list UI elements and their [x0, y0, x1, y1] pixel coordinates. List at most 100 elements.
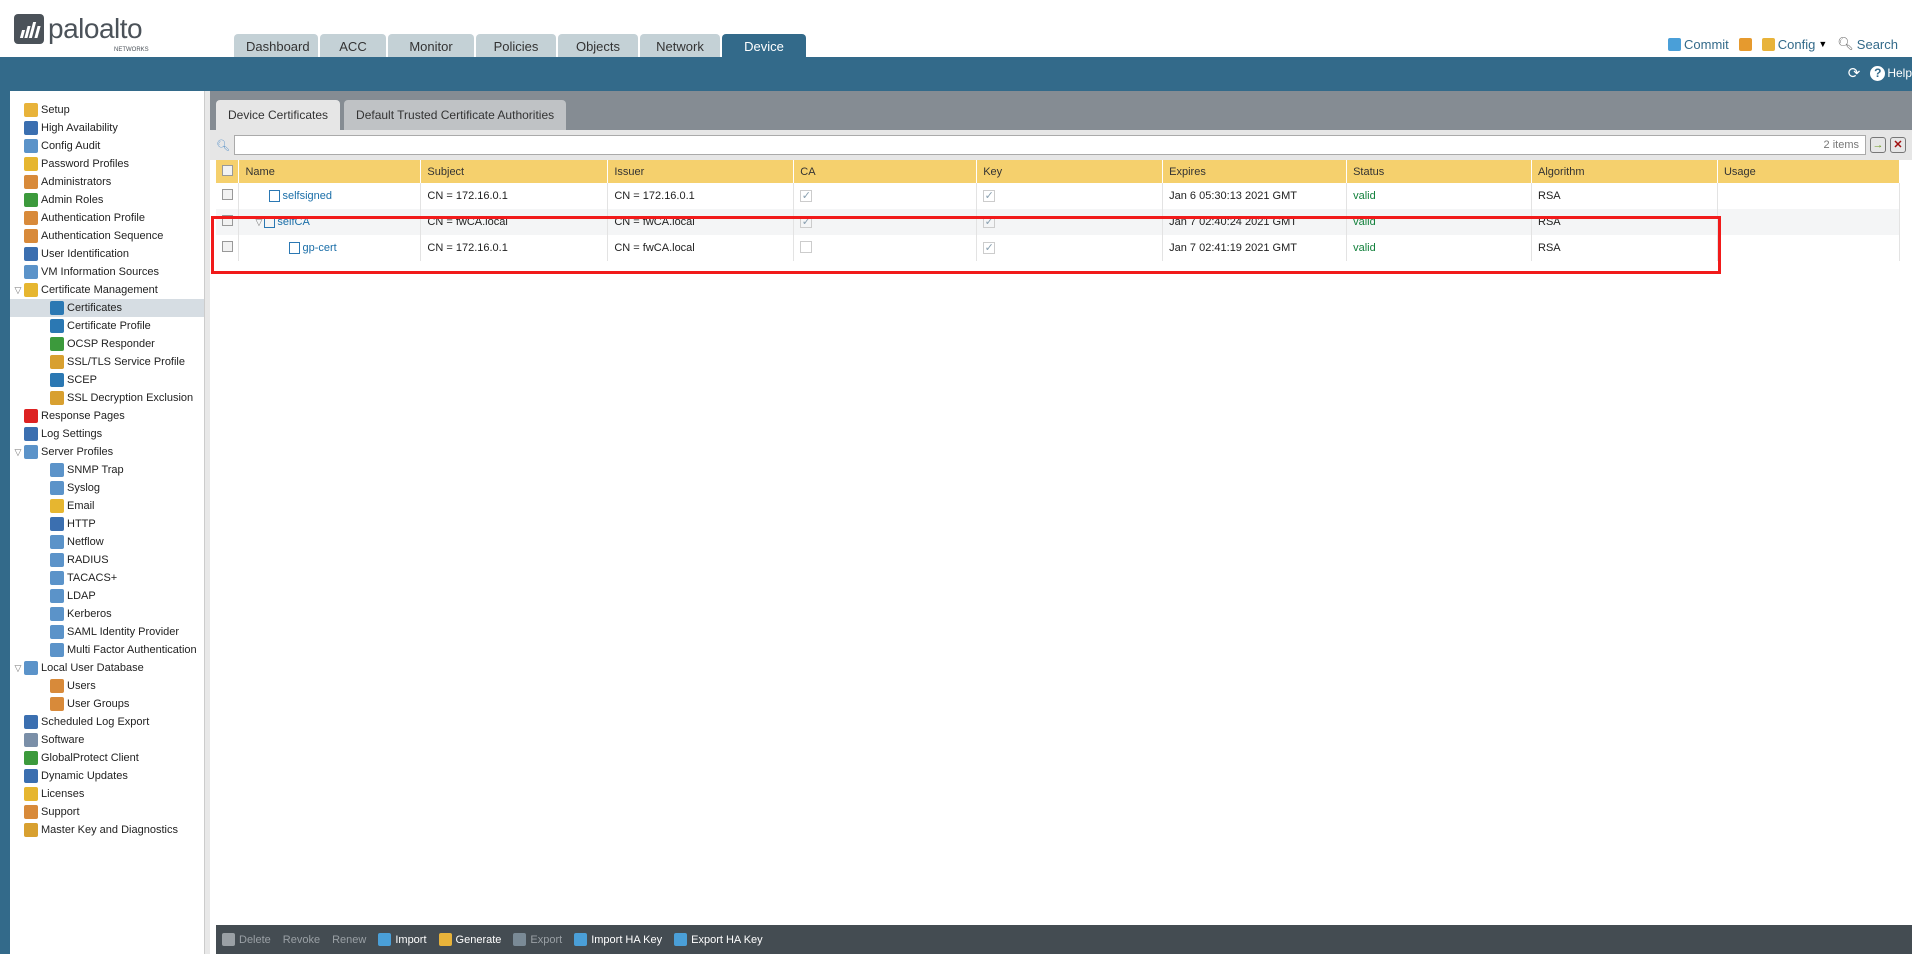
export-ha-key-button[interactable]: Export HA Key — [674, 933, 763, 946]
sidebar-item-ssl-tls-service-profile[interactable]: SSL/TLS Service Profile — [10, 353, 204, 371]
table-row[interactable]: selfsigned CN = 172.16.0.1 CN = 172.16.0.1… — [216, 183, 1901, 209]
import-ha-key-button[interactable]: Import HA Key — [574, 933, 662, 946]
sidebar-item-authentication-profile[interactable]: Authentication Profile — [10, 209, 204, 227]
select-all-checkbox[interactable] — [222, 164, 233, 176]
tab-objects[interactable]: Objects — [558, 34, 638, 57]
tab-device[interactable]: Device — [722, 34, 806, 57]
sidebar-item-admin-roles[interactable]: Admin Roles — [10, 191, 204, 209]
algorithm-cell: RSA — [1531, 209, 1718, 235]
sidebar-item-local-user-database[interactable]: ▽ Local User Database — [10, 659, 204, 677]
sidebar-item-label: Setup — [41, 104, 70, 116]
certificate-name-link[interactable]: selfCA — [277, 215, 310, 228]
sidebar-item-log-settings[interactable]: Log Settings — [10, 425, 204, 443]
help-button[interactable]: ? Help — [1870, 65, 1912, 81]
column-header-expires[interactable]: Expires — [1162, 160, 1348, 183]
filter-input[interactable]: 2 items — [233, 135, 1866, 155]
expand-triangle-icon[interactable]: ▽ — [14, 662, 22, 673]
sidebar-item-licenses[interactable]: Licenses — [10, 785, 204, 803]
sidebar-item-certificate-profile[interactable]: Certificate Profile — [10, 317, 204, 335]
sidebar-item-globalprotect-client[interactable]: GlobalProtect Client — [10, 749, 204, 767]
sidebar-item-ocsp-responder[interactable]: OCSP Responder — [10, 335, 204, 353]
lock-button[interactable] — [1738, 37, 1752, 51]
sidebar-item-user-groups[interactable]: User Groups — [10, 695, 204, 713]
column-header-status[interactable]: Status — [1346, 160, 1533, 183]
column-header-name[interactable]: Name — [238, 160, 422, 183]
sidebar-item-administrators[interactable]: Administrators — [10, 173, 204, 191]
revoke-button[interactable]: Revoke — [282, 933, 321, 946]
sidebar-item-user-identification[interactable]: User Identification — [10, 245, 204, 263]
sidebar-item-tacacs[interactable]: TACACS+ — [10, 569, 204, 587]
sidebar-item-authentication-sequence[interactable]: Authentication Sequence — [10, 227, 204, 245]
certificate-name-link[interactable]: selfsigned — [282, 189, 333, 202]
subtab-default-trusted-certificate-authorities[interactable]: Default Trusted Certificate Authorities — [344, 100, 567, 130]
sidebar-item-scep[interactable]: SCEP — [10, 371, 204, 389]
column-header-usage[interactable]: Usage — [1717, 160, 1901, 183]
sidebar-item-syslog[interactable]: Syslog — [10, 479, 204, 497]
sidebar-item-setup[interactable]: Setup — [10, 101, 204, 119]
expand-triangle-icon[interactable]: ▽ — [14, 446, 22, 457]
sidebar-item-multi-factor-authentication[interactable]: Multi Factor Authentication — [10, 641, 204, 659]
sidebar-item-server-profiles[interactable]: ▽ Server Profiles — [10, 443, 204, 461]
sidebar-item-saml-identity-provider[interactable]: SAML Identity Provider — [10, 623, 204, 641]
sidebar-item-snmp-trap[interactable]: SNMP Trap — [10, 461, 204, 479]
sidebar-splitter[interactable] — [205, 91, 210, 954]
tab-monitor[interactable]: Monitor — [388, 34, 474, 57]
tab-policies[interactable]: Policies — [476, 34, 556, 57]
lock-icon — [1738, 37, 1752, 51]
renew-button[interactable]: Renew — [332, 933, 367, 946]
sidebar-item-label: Users — [67, 680, 96, 692]
table-row[interactable]: gp-cert CN = 172.16.0.1 CN = fwCA.local ✓ Ja… — [216, 235, 1901, 261]
column-header-ca[interactable]: CA — [793, 160, 978, 183]
commit-button[interactable]: Commit — [1668, 37, 1729, 52]
sidebar-item-certificates[interactable]: Certificates — [10, 299, 204, 317]
sidebar-item-kerberos[interactable]: Kerberos — [10, 605, 204, 623]
sidebar-item-high-availability[interactable]: High Availability — [10, 119, 204, 137]
table-row[interactable]: ▽ selfCA CN = fwCA.local CN = fwCA.local ✓ ✓ J… — [216, 209, 1901, 235]
sidebar-item-password-profiles[interactable]: Password Profiles — [10, 155, 204, 173]
ssl-tls-service-profile-icon — [50, 355, 64, 369]
sidebar-item-ldap[interactable]: LDAP — [10, 587, 204, 605]
vm-information-sources-icon — [24, 265, 38, 279]
sidebar-item-http[interactable]: HTTP — [10, 515, 204, 533]
column-header-subject[interactable]: Subject — [420, 160, 609, 183]
sidebar-item-netflow[interactable]: Netflow — [10, 533, 204, 551]
column-header-algorithm[interactable]: Algorithm — [1531, 160, 1718, 183]
sidebar-item-label: Password Profiles — [41, 158, 130, 170]
http-icon — [50, 517, 64, 531]
apply-filter-button[interactable]: → — [1870, 137, 1886, 153]
clear-filter-button[interactable]: ✕ — [1890, 137, 1906, 153]
expand-triangle-icon[interactable]: ▽ — [14, 284, 22, 295]
sidebar-item-response-pages[interactable]: Response Pages — [10, 407, 204, 425]
tab-dashboard[interactable]: Dashboard — [234, 34, 318, 57]
row-checkbox[interactable] — [222, 189, 233, 200]
column-header-key[interactable]: Key — [976, 160, 1164, 183]
sidebar-item-software[interactable]: Software — [10, 731, 204, 749]
column-header-issuer[interactable]: Issuer — [607, 160, 795, 183]
sidebar-item-vm-information-sources[interactable]: VM Information Sources — [10, 263, 204, 281]
import-button[interactable]: Import — [378, 933, 427, 946]
collapse-triangle-icon[interactable]: ▽ — [255, 216, 263, 227]
sidebar-item-radius[interactable]: RADIUS — [10, 551, 204, 569]
sidebar-item-users[interactable]: Users — [10, 677, 204, 695]
config-menu[interactable]: Config ▼ — [1761, 37, 1827, 52]
sidebar-item-config-audit[interactable]: Config Audit — [10, 137, 204, 155]
row-checkbox[interactable] — [222, 215, 233, 226]
delete-button[interactable]: Delete — [222, 933, 271, 946]
row-checkbox[interactable] — [222, 241, 233, 252]
help-icon: ? — [1870, 65, 1886, 81]
subtab-device-certificates[interactable]: Device Certificates — [216, 100, 341, 130]
certificate-name-link[interactable]: gp-cert — [302, 241, 337, 254]
sidebar-item-master-key-and-diagnostics[interactable]: Master Key and Diagnostics — [10, 821, 204, 839]
search-link[interactable]: 🔍︎ Search — [1837, 36, 1898, 52]
tab-network[interactable]: Network — [640, 34, 720, 57]
sidebar-item-dynamic-updates[interactable]: Dynamic Updates — [10, 767, 204, 785]
refresh-icon[interactable]: ⟳ — [1847, 65, 1861, 82]
export-button[interactable]: Export — [513, 933, 562, 946]
sidebar-item-ssl-decryption-exclusion[interactable]: SSL Decryption Exclusion — [10, 389, 204, 407]
sidebar-item-support[interactable]: Support — [10, 803, 204, 821]
tab-acc[interactable]: ACC — [320, 34, 386, 57]
sidebar-item-email[interactable]: Email — [10, 497, 204, 515]
generate-button[interactable]: Generate — [438, 933, 501, 946]
sidebar-item-scheduled-log-export[interactable]: Scheduled Log Export — [10, 713, 204, 731]
sidebar-item-certificate-management[interactable]: ▽ Certificate Management — [10, 281, 204, 299]
